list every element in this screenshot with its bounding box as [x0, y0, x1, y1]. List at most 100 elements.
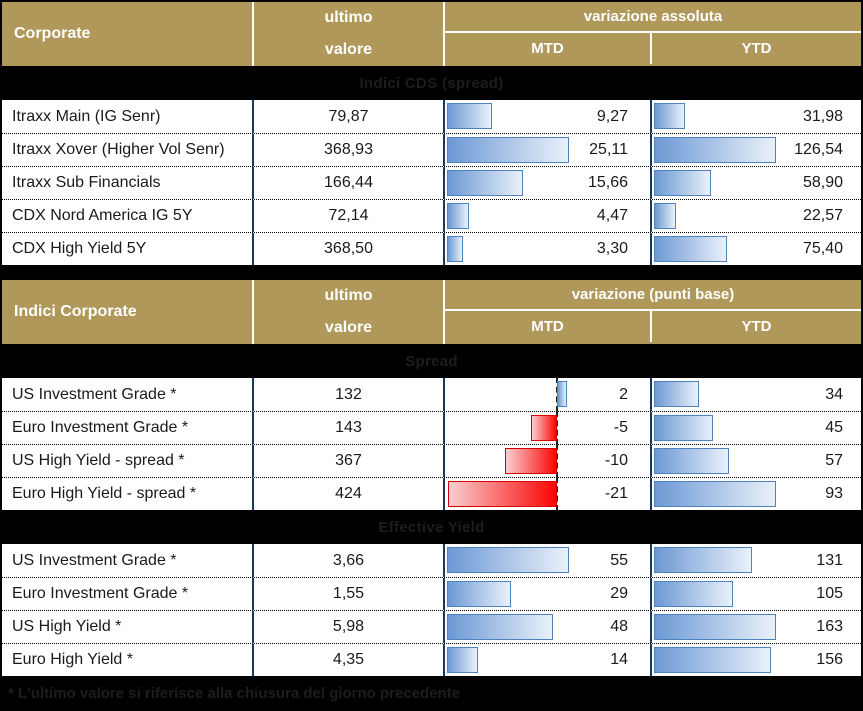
- ytd-value: 75,40: [802, 240, 843, 257]
- header-mtd: MTD: [531, 318, 564, 335]
- header-last-value-line1: ultimo: [324, 287, 373, 304]
- mtd-bar-cell: 15,66: [443, 167, 650, 199]
- section-banner: Indici CDS (spread): [359, 74, 504, 92]
- mtd-value: 9,27: [596, 107, 628, 125]
- ytd-bar: [654, 137, 776, 163]
- mtd-bar: [447, 547, 569, 573]
- ytd-bar-cell: 34: [650, 378, 863, 411]
- mtd-value: 48: [610, 618, 628, 635]
- mtd-value: 4,47: [596, 207, 628, 224]
- mtd-bar-cell: 48: [443, 611, 650, 643]
- row-value: 72,14: [252, 200, 443, 232]
- section-banner: Spread: [405, 352, 458, 370]
- row-label: US Investment Grade *: [12, 385, 177, 403]
- footnote: * L'ultimo valore si riferisce alla chiu…: [8, 684, 461, 702]
- table-row: US High Yield - spread * 367 -10 57: [2, 444, 861, 478]
- table-row: US Investment Grade * 132 2 34: [2, 377, 863, 412]
- mtd-bar: [447, 236, 464, 262]
- ytd-bar-cell: 75,40: [650, 233, 863, 265]
- ytd-bar-cell: 93: [650, 478, 863, 510]
- header-variation-title: variazione assoluta: [445, 2, 861, 33]
- ytd-bar: [654, 614, 776, 640]
- header-last-value-line1: ultimo: [324, 9, 373, 26]
- table-row: Euro High Yield * 4,35 14 156: [2, 643, 861, 676]
- mtd-value: 2: [619, 385, 628, 403]
- mtd-bar-cell: 3,30: [443, 233, 650, 265]
- mtd-bar: [531, 415, 557, 441]
- row-value: 368,93: [252, 134, 443, 166]
- ytd-value: 57: [825, 452, 843, 469]
- mtd-bar: [448, 481, 557, 507]
- mtd-bar: [447, 137, 569, 163]
- table-header: Indici Corporate ultimo valore variazion…: [2, 280, 861, 344]
- header-variation-group: variazione (punti base) MTD YTD: [443, 280, 861, 344]
- ytd-bar: [654, 170, 711, 196]
- ytd-bar: [654, 103, 685, 129]
- ytd-bar-cell: 156: [650, 644, 863, 676]
- mtd-value: 29: [610, 585, 628, 602]
- ytd-bar-cell: 163: [650, 611, 863, 643]
- mtd-bar: [505, 448, 557, 474]
- row-value: 132: [252, 378, 443, 411]
- row-value: 3,66: [252, 544, 443, 577]
- header-period-row: MTD YTD: [445, 33, 861, 64]
- ytd-value: 58,90: [802, 174, 843, 191]
- row-value: 4,35: [252, 644, 443, 676]
- ytd-value: 45: [825, 419, 843, 436]
- ytd-bar-cell: 58,90: [650, 167, 863, 199]
- ytd-bar: [654, 415, 714, 441]
- header-last-value: ultimo valore: [252, 280, 443, 344]
- section-banner: Effective Yield: [378, 518, 485, 536]
- mtd-bar: [447, 103, 493, 129]
- row-value: 143: [252, 412, 443, 444]
- header-ytd: YTD: [650, 33, 861, 64]
- header-mtd: MTD: [531, 40, 564, 57]
- ytd-bar-cell: 126,54: [650, 134, 863, 166]
- mtd-bar-cell: -5: [443, 411, 650, 445]
- corporate-indices-table: Indici Corporate ultimo valore variazion…: [2, 280, 861, 676]
- mtd-bar: [447, 170, 524, 196]
- cds-indices-table: Corporate ultimo valore variazione assol…: [2, 2, 861, 265]
- ytd-bar: [654, 448, 729, 474]
- ytd-value: 163: [816, 618, 843, 635]
- header-last-value: ultimo valore: [252, 2, 443, 66]
- mtd-bar-cell: -10: [443, 444, 650, 478]
- ytd-bar: [654, 203, 676, 229]
- ytd-bar: [654, 236, 727, 262]
- mtd-bar-cell: 29: [443, 578, 650, 610]
- ytd-bar: [654, 647, 771, 673]
- row-label: Itraxx Main (IG Senr): [12, 107, 161, 125]
- mtd-value: 55: [610, 551, 628, 569]
- ytd-bar: [654, 547, 753, 573]
- row-label: US Investment Grade *: [12, 551, 177, 569]
- header-variation-group: variazione assoluta MTD YTD: [443, 2, 861, 66]
- ytd-value: 93: [825, 485, 843, 502]
- table-row: CDX Nord America IG 5Y 72,14 4,47 22,57: [2, 199, 861, 232]
- row-label: Itraxx Sub Financials: [12, 174, 161, 191]
- mtd-value: 15,66: [587, 174, 628, 191]
- ytd-bar-cell: 31,98: [650, 100, 863, 133]
- zero-axis-line: [556, 411, 558, 445]
- mtd-bar: [447, 647, 479, 673]
- row-label: Euro Investment Grade *: [12, 419, 189, 436]
- mtd-bar: [447, 614, 554, 640]
- row-value: 5,98: [252, 611, 443, 643]
- row-label: Euro High Yield *: [12, 651, 133, 668]
- ytd-value: 105: [816, 585, 843, 602]
- mtd-bar-cell: 2: [443, 377, 650, 412]
- zero-axis-line: [556, 444, 558, 478]
- mtd-bar-cell: 55: [443, 544, 650, 577]
- table-row: Euro Investment Grade * 1,55 29 105: [2, 577, 861, 610]
- zero-axis-line: [556, 477, 558, 511]
- row-label: Itraxx Xover (Higher Vol Senr): [12, 141, 225, 158]
- mtd-bar-cell: 9,27: [443, 100, 650, 133]
- mtd-value: 14: [610, 651, 628, 668]
- header-title: Corporate: [14, 25, 91, 42]
- mtd-bar: [447, 581, 512, 607]
- row-label: US High Yield - spread *: [12, 452, 185, 469]
- ytd-value: 31,98: [802, 107, 843, 125]
- table-row: Itraxx Sub Financials 166,44 15,66 58,90: [2, 166, 861, 199]
- row-label: Euro High Yield - spread *: [12, 485, 197, 502]
- header-variation-title: variazione (punti base): [445, 280, 861, 311]
- table-row: US Investment Grade * 3,66 55 131: [2, 544, 861, 577]
